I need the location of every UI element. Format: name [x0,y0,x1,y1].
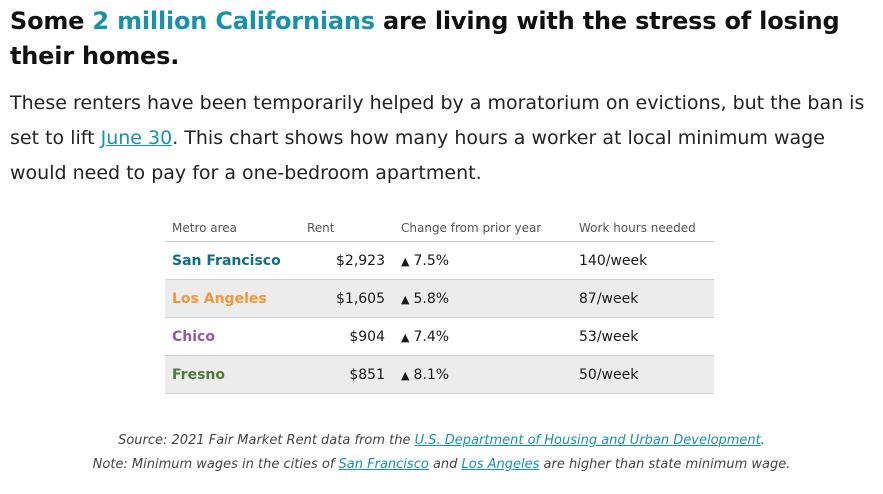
hours-value: 50/week [567,355,714,394]
table-row: Chico $904 ▲ 7.4% 53/week [165,317,714,356]
dek-text-2: . This chart shows how many hours a work… [10,127,825,184]
rent-value: $1,605 [307,279,397,318]
rent-value: $904 [307,317,397,356]
table-header-row: Metro area Rent Change from prior year W… [165,214,714,242]
dek-paragraph: These renters have been temporarily help… [10,86,875,191]
hours-value: 53/week [567,317,714,356]
june-30-link[interactable]: June 30 [100,127,173,149]
dek-text-1: These renters have been temporarily help… [10,92,865,149]
table-row: San Francisco $2,923 ▲ 7.5% 140/week [165,241,714,280]
change-cell: ▲ 7.5% [397,241,567,280]
san-francisco-link[interactable]: San Francisco [338,457,429,472]
table-row: Fresno $851 ▲ 8.1% 50/week [165,355,714,394]
change-cell: ▲ 5.8% [397,279,567,318]
hud-link[interactable]: U.S. Department of Housing and Urban Dev… [414,433,761,448]
hours-value: 87/week [567,279,714,318]
up-triangle-icon: ▲ [401,254,410,268]
source-notes: Source: 2021 Fair Market Rent data from … [0,429,883,477]
rent-value: $2,923 [307,241,397,280]
los-angeles-link[interactable]: Los Angeles [461,457,540,472]
hours-value: 140/week [567,241,714,280]
up-triangle-icon: ▲ [401,368,410,382]
change-cell: ▲ 7.4% [397,317,567,356]
source-line: Source: 2021 Fair Market Rent data from … [0,429,883,453]
col-header-change: Change from prior year [397,214,567,242]
source-prefix: Source: 2021 Fair Market Rent data from … [118,433,415,448]
change-cell: ▲ 8.1% [397,355,567,394]
col-header-rent: Rent [307,214,397,242]
metro-name: Los Angeles [165,279,307,318]
metro-name: Fresno [165,355,307,394]
change-value: 8.1% [413,366,450,383]
headline: Some 2 million Californians are living w… [10,4,870,74]
change-value: 7.4% [413,328,450,345]
change-value: 7.5% [413,252,450,269]
note-mid: and [428,457,462,472]
note-suffix: are higher than state minimum wage. [539,457,791,472]
metro-name: Chico [165,317,307,356]
headline-after: are living with the stress of losing the… [10,7,840,70]
col-header-metro: Metro area [165,214,307,242]
rent-table: Metro area Rent Change from prior year W… [165,214,714,394]
table-row: Los Angeles $1,605 ▲ 5.8% 87/week [165,279,714,318]
note-line: Note: Minimum wages in the cities of San… [0,453,883,477]
up-triangle-icon: ▲ [401,292,410,306]
col-header-hours: Work hours needed [567,214,714,242]
headline-before: Some [10,7,93,35]
change-value: 5.8% [413,290,450,307]
rent-value: $851 [307,355,397,394]
source-suffix: . [760,433,765,448]
note-prefix: Note: Minimum wages in the cities of [92,457,339,472]
up-triangle-icon: ▲ [401,330,410,344]
metro-name: San Francisco [165,241,307,280]
headline-highlight: 2 million Californians [92,7,375,35]
